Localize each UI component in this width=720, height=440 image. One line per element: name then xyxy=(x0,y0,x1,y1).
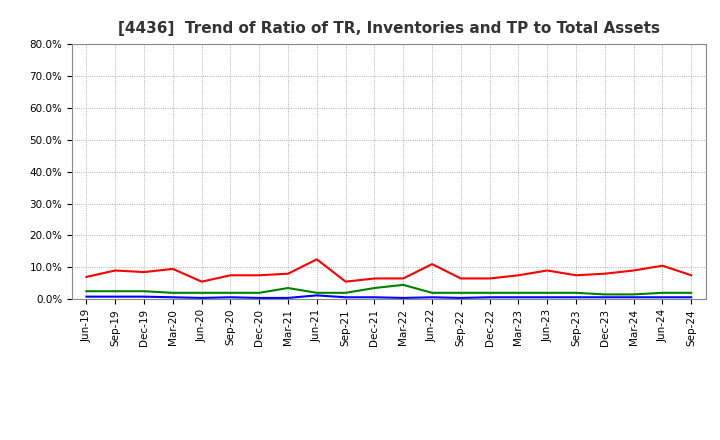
Trade Receivables xyxy=(687,273,696,278)
Legend: Trade Receivables, Inventories, Trade Payables: Trade Receivables, Inventories, Trade Pa… xyxy=(177,438,600,440)
Inventories xyxy=(140,294,148,299)
Trade Payables xyxy=(226,290,235,296)
Inventories xyxy=(197,295,206,301)
Trade Payables xyxy=(341,290,350,296)
Inventories xyxy=(312,293,321,298)
Trade Payables xyxy=(140,289,148,294)
Inventories xyxy=(514,295,523,300)
Trade Payables xyxy=(687,290,696,296)
Inventories xyxy=(600,295,609,300)
Inventories xyxy=(284,295,292,301)
Trade Receivables xyxy=(370,276,379,281)
Inventories xyxy=(485,295,494,300)
Trade Receivables xyxy=(312,257,321,262)
Inventories xyxy=(428,295,436,300)
Inventories xyxy=(629,295,638,300)
Trade Payables xyxy=(284,286,292,291)
Trade Receivables xyxy=(514,273,523,278)
Trade Payables xyxy=(312,290,321,296)
Trade Receivables xyxy=(428,261,436,267)
Trade Receivables xyxy=(629,268,638,273)
Title: [4436]  Trend of Ratio of TR, Inventories and TP to Total Assets: [4436] Trend of Ratio of TR, Inventories… xyxy=(118,21,660,36)
Trade Receivables xyxy=(543,268,552,273)
Trade Receivables xyxy=(399,276,408,281)
Line: Trade Payables: Trade Payables xyxy=(86,285,691,294)
Trade Receivables xyxy=(572,273,580,278)
Trade Payables xyxy=(255,290,264,296)
Inventories xyxy=(168,295,177,300)
Trade Payables xyxy=(111,289,120,294)
Inventories xyxy=(658,295,667,300)
Trade Payables xyxy=(485,290,494,296)
Inventories xyxy=(399,295,408,301)
Inventories xyxy=(341,295,350,300)
Inventories xyxy=(82,294,91,299)
Trade Receivables xyxy=(284,271,292,276)
Inventories xyxy=(226,295,235,300)
Trade Payables xyxy=(658,290,667,296)
Line: Trade Receivables: Trade Receivables xyxy=(86,259,691,282)
Trade Receivables xyxy=(197,279,206,284)
Inventories xyxy=(255,295,264,301)
Trade Payables xyxy=(456,290,465,296)
Trade Receivables xyxy=(226,273,235,278)
Trade Payables xyxy=(399,282,408,287)
Trade Payables xyxy=(428,290,436,296)
Trade Receivables xyxy=(341,279,350,284)
Trade Receivables xyxy=(168,266,177,271)
Trade Payables xyxy=(197,290,206,296)
Trade Receivables xyxy=(600,271,609,276)
Trade Receivables xyxy=(485,276,494,281)
Trade Receivables xyxy=(658,263,667,268)
Trade Payables xyxy=(168,290,177,296)
Trade Payables xyxy=(82,289,91,294)
Trade Payables xyxy=(543,290,552,296)
Trade Payables xyxy=(629,292,638,297)
Inventories xyxy=(370,295,379,300)
Line: Inventories: Inventories xyxy=(86,295,691,298)
Inventories xyxy=(543,295,552,300)
Trade Receivables xyxy=(111,268,120,273)
Inventories xyxy=(687,295,696,300)
Trade Payables xyxy=(572,290,580,296)
Trade Receivables xyxy=(456,276,465,281)
Trade Payables xyxy=(514,290,523,296)
Inventories xyxy=(111,294,120,299)
Trade Receivables xyxy=(255,273,264,278)
Trade Payables xyxy=(370,286,379,291)
Trade Receivables xyxy=(82,274,91,279)
Inventories xyxy=(456,295,465,301)
Inventories xyxy=(572,295,580,300)
Trade Payables xyxy=(600,292,609,297)
Trade Receivables xyxy=(140,269,148,275)
